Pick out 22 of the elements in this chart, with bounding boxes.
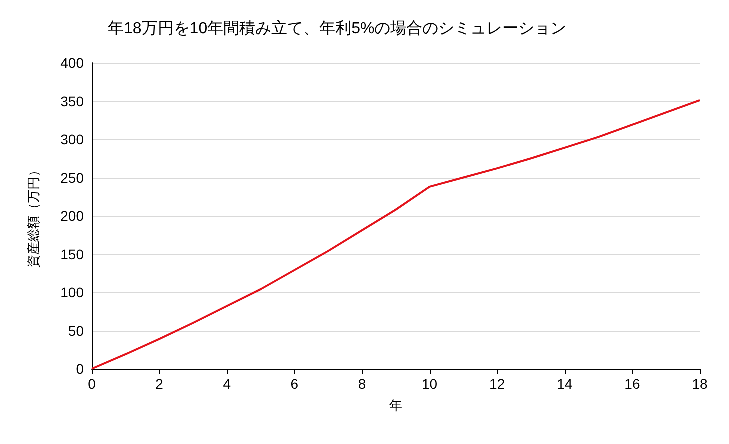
y-tick-label: 200 [60, 208, 84, 224]
x-tick-label: 10 [422, 376, 438, 392]
chart-title: 年18万円を10年間積み立て、年利5%の場合のシミュレーション [108, 20, 567, 38]
x-axis-title: 年 [390, 398, 402, 413]
y-tick-label: 150 [60, 246, 84, 262]
x-tick-label: 0 [88, 376, 96, 392]
x-tick-label: 4 [223, 376, 232, 392]
y-axis-title: 資産総額（万円） [26, 164, 41, 268]
y-tick-label: 100 [60, 284, 84, 300]
x-tick-label: 12 [490, 376, 506, 392]
x-tick-label: 2 [156, 376, 164, 392]
x-tick-label: 14 [557, 376, 573, 392]
y-tick-label: 0 [76, 361, 84, 377]
y-tick-label: 400 [60, 55, 84, 71]
y-tick-label: 350 [60, 93, 84, 110]
x-tick-label: 6 [290, 376, 299, 392]
x-tick-label: 16 [624, 376, 640, 392]
x-tick-label: 18 [692, 376, 708, 392]
y-tick-label: 250 [60, 170, 84, 186]
y-tick-label: 50 [68, 322, 84, 339]
x-tick-label: 8 [358, 376, 366, 392]
y-tick-label: 300 [60, 132, 84, 148]
